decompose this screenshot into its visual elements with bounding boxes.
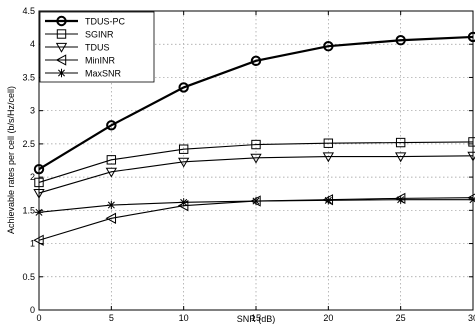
x-tick-label: 5	[109, 313, 114, 323]
star-stroke	[107, 201, 115, 209]
legend-item: SGINR	[45, 29, 114, 40]
data-point	[251, 196, 261, 206]
data-point	[178, 144, 189, 154]
legend-item: TDUS	[45, 43, 110, 53]
x-tick-label: 0	[36, 313, 41, 323]
series-sginr	[34, 137, 475, 188]
star-stroke	[180, 198, 188, 206]
legend-marker	[55, 54, 67, 66]
data-point	[396, 195, 405, 204]
legend: TDUS-PC SGINR TDUS MinINR MaxSNR	[39, 11, 155, 83]
data-point	[395, 152, 407, 163]
legend-marker	[56, 15, 67, 27]
data-point	[322, 152, 334, 163]
data-point	[107, 200, 116, 210]
data-point	[324, 196, 333, 205]
data-point	[323, 138, 334, 148]
x-tick-label: 30	[468, 313, 475, 323]
y-tick-label: 3.5	[22, 72, 35, 82]
data-point	[251, 139, 261, 150]
data-point	[178, 82, 189, 93]
legend-label: TDUS	[85, 43, 110, 53]
x-axis-label: SNR (dB)	[237, 314, 276, 324]
legend-marker	[56, 29, 67, 39]
ticks: 0 5 10 15 20 25 30 0 0.5 1 1.5 2 2.5 3 3.5 4 4.5	[22, 6, 475, 323]
y-tick-label: 2	[30, 172, 35, 182]
star-stroke	[252, 197, 260, 205]
y-tick-label: 4	[30, 39, 35, 49]
data-point	[250, 153, 262, 164]
y-tick-label: 1	[30, 239, 35, 249]
legend-label: MaxSNR	[85, 69, 122, 79]
legend-label: SGINR	[85, 30, 114, 40]
legend-label: TDUS-PC	[85, 17, 125, 27]
data-point	[323, 41, 334, 52]
y-tick-label: 0	[30, 305, 35, 315]
x-tick-label: 25	[396, 313, 406, 323]
legend-item: MaxSNR	[45, 69, 122, 79]
star-stroke	[397, 196, 405, 204]
data-point	[105, 212, 117, 224]
legend-label: MinINR	[85, 56, 116, 66]
y-tick-label: 0.5	[22, 272, 35, 282]
data-point	[106, 155, 117, 165]
star-stroke	[324, 196, 332, 204]
data-point	[250, 55, 262, 67]
series-line	[38, 35, 474, 171]
legend-marker	[55, 42, 68, 53]
data-point	[106, 120, 117, 131]
y-tick-label: 1.5	[22, 205, 35, 215]
y-tick-label: 2.5	[22, 139, 35, 149]
series-line	[38, 141, 474, 183]
data-point	[178, 157, 190, 168]
data-point	[395, 35, 406, 46]
y-tick-label: 3	[30, 106, 35, 116]
legend-marker	[57, 68, 66, 78]
legend-item: MinINR	[45, 54, 116, 66]
legend-item: TDUS-PC	[45, 15, 125, 27]
x-tick-label: 10	[179, 313, 189, 323]
y-tick-label: 4.5	[22, 6, 35, 16]
y-axis-label: Achievable rates per cell (b/s/Hz/cell)	[6, 86, 16, 234]
star-stroke	[57, 69, 66, 77]
x-tick-label: 20	[323, 313, 333, 323]
x-tick-label: 15	[251, 313, 261, 323]
data-point	[105, 167, 117, 178]
data-point	[395, 137, 406, 148]
series-line	[38, 155, 474, 194]
data-point	[179, 198, 188, 207]
